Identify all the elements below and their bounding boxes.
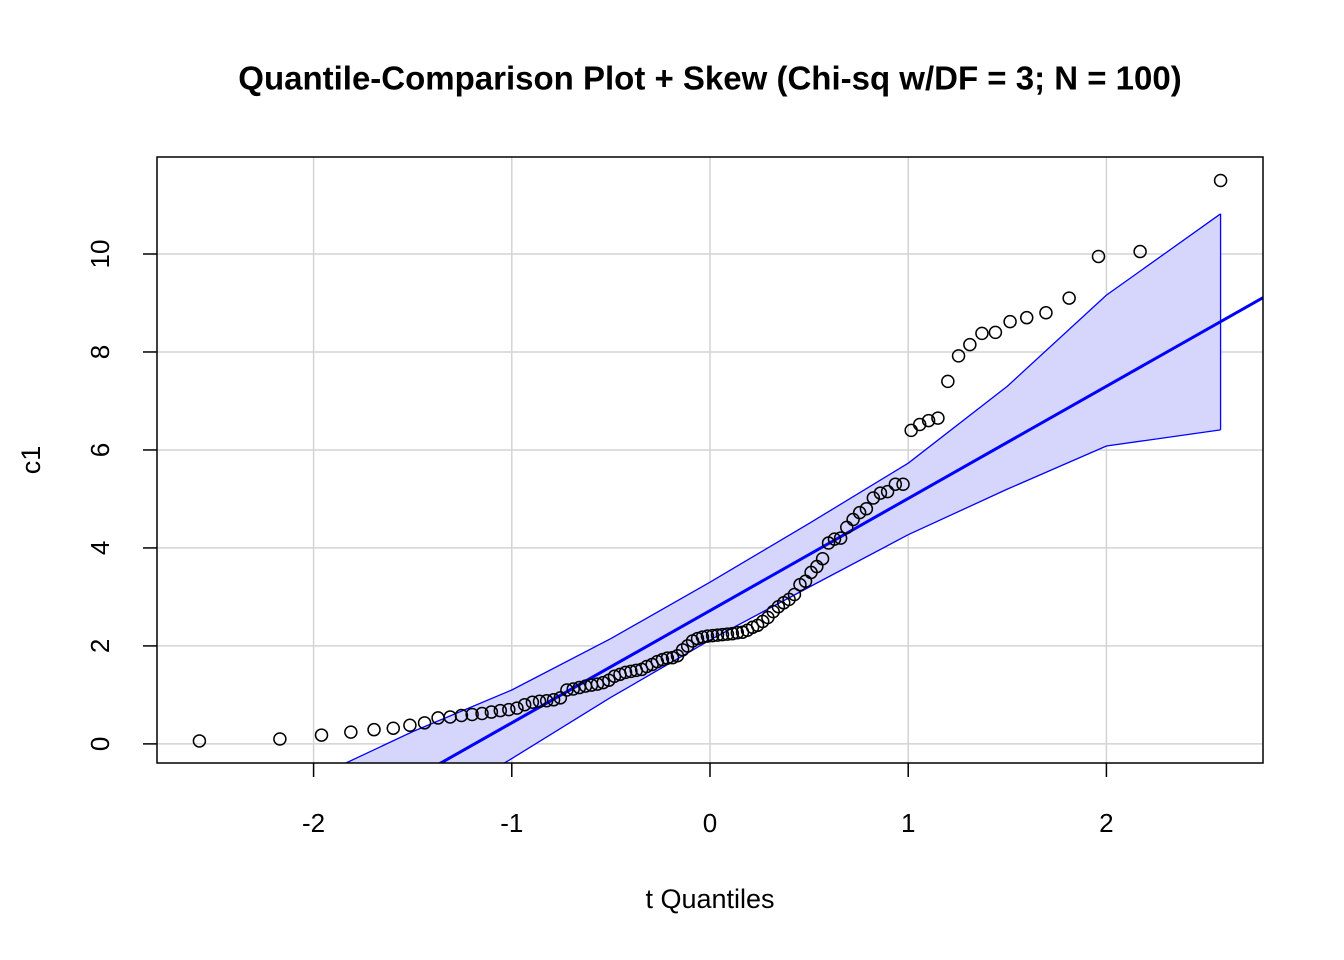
data-point [904,423,918,438]
data-point [710,628,725,642]
data-point [546,693,561,707]
data-point [510,701,524,715]
axes: -2 -1 0 1 2 0 2 4 6 8 10 [85,240,1114,838]
data-point [988,325,1003,340]
data-point [880,484,895,499]
y-tick-label: 10 [85,240,115,269]
data-point [833,531,848,545]
data-point [1213,173,1228,188]
data-point [975,326,989,341]
data-point [963,337,977,352]
data-point [344,725,358,739]
data-point [725,626,740,641]
data-point [700,629,715,643]
envelope-lower [503,429,1221,763]
x-tick-label: 0 [703,808,717,838]
chart-title: Quantile-Comparison Plot + Skew (Chi-sq … [238,60,1181,97]
data-point [951,349,966,363]
data-point [596,675,610,690]
x-tick-label: -1 [500,808,523,838]
data-point [921,413,936,428]
data-point [896,477,910,491]
data-point [484,705,499,719]
data-point [660,651,675,665]
data-point [560,683,574,697]
data-point [417,716,432,730]
data-point [454,708,469,723]
data-point [403,718,417,733]
data-point [720,627,735,641]
data-point [1062,291,1076,305]
y-tick-label: 2 [85,639,115,653]
data-point [590,677,605,691]
data-point [539,694,554,708]
data-point [517,697,532,712]
data-point [1019,310,1034,325]
data-point [475,706,489,721]
data-point [532,694,547,709]
data-point [912,417,927,432]
data-point [273,732,287,746]
data-point [624,664,638,679]
data-point [1133,244,1147,259]
x-tick-label: 2 [1099,808,1113,838]
y-tick-label: 8 [85,345,115,359]
data-point [715,627,730,642]
data-point [705,628,720,643]
data-point [525,695,540,710]
data-point [931,411,945,425]
data-point [493,703,508,718]
x-tick-label: 1 [901,808,915,838]
y-tick-label: 0 [85,737,115,751]
data-point [695,630,710,644]
envelope-upper [344,213,1221,763]
x-tick-label: -2 [302,808,325,838]
y-tick-label: 4 [85,541,115,555]
data-point [815,551,830,566]
data-point [888,477,903,491]
data-point [1039,306,1053,320]
data-point [873,486,888,500]
data-point [465,707,479,722]
data-point [618,665,633,680]
data-point [386,721,401,735]
data-point [866,491,881,505]
fit-line [437,296,1263,763]
data-point [859,501,874,516]
data-point [730,625,745,640]
data-point [314,728,329,742]
y-axis-label: c1 [16,446,46,475]
data-point [680,639,695,653]
plot-area [192,173,1263,763]
data-point [192,734,207,748]
x-axis-label: t Quantiles [645,884,774,914]
data-point [852,505,867,520]
data-point [827,532,842,546]
data-point [1003,314,1017,329]
data-point [367,722,381,737]
data-point [566,682,580,696]
data-point [553,691,568,705]
grid [157,157,1263,763]
data-point [941,374,955,389]
data-point [502,702,516,717]
data-point [1091,249,1106,264]
y-tick-label: 6 [85,443,115,457]
